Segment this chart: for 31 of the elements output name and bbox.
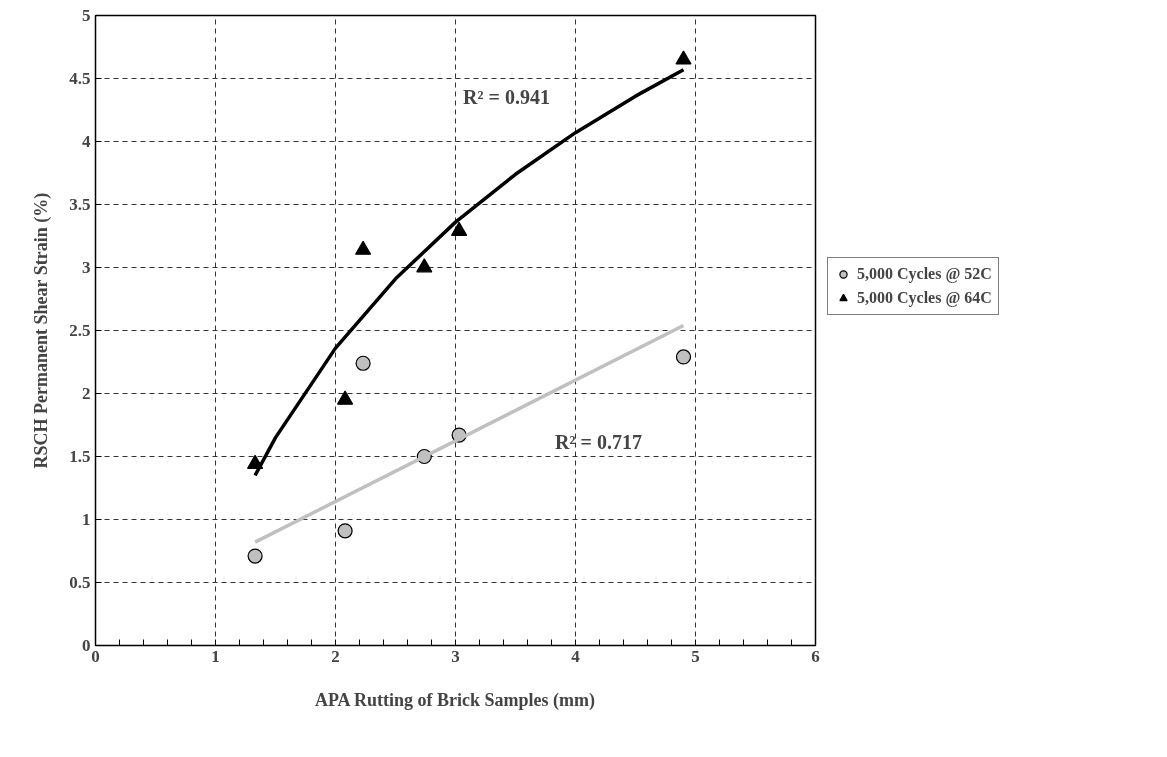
point (355, 355, 371, 371)
point (675, 50, 692, 65)
y-tick-label: 0.5 (69, 573, 91, 592)
y-axis-title: RSCH Permanent Shear Strain (%) (31, 192, 53, 469)
x-tick-label: 5 (691, 646, 700, 666)
annotation: R² = 0.941 (463, 85, 550, 108)
y-tick-label: 2.5 (69, 321, 91, 340)
y-tick-label: 4 (82, 132, 91, 151)
legend-label: 5,000 Cycles @ 52C (857, 265, 992, 283)
y-tick-label: 5 (82, 6, 91, 25)
point (451, 221, 468, 236)
x-tick-label: 1 (211, 646, 220, 666)
x-axis-title: APA Rutting of Brick Samples (mm) (314, 689, 596, 711)
y-tick-label: 4.5 (69, 69, 91, 88)
point (337, 523, 353, 539)
point (247, 548, 263, 564)
x-tick-label: 4 (571, 646, 581, 666)
point (355, 240, 372, 255)
y-tick-label: 1 (82, 510, 91, 529)
annotation: R² = 0.717 (555, 431, 642, 454)
point (416, 258, 433, 273)
legend-label: 5,000 Cycles @ 64C (857, 289, 992, 307)
point (337, 390, 354, 405)
x-tick-label: 3 (451, 646, 460, 666)
y-tick-label: 2 (82, 384, 91, 403)
y-tick-label: 3.5 (69, 195, 91, 214)
y-tick-label: 3 (82, 258, 91, 277)
x-tick-label: 6 (811, 646, 820, 666)
point (675, 349, 692, 365)
x-tick-label: 2 (331, 646, 340, 666)
y-tick-label: 1.5 (69, 447, 91, 466)
